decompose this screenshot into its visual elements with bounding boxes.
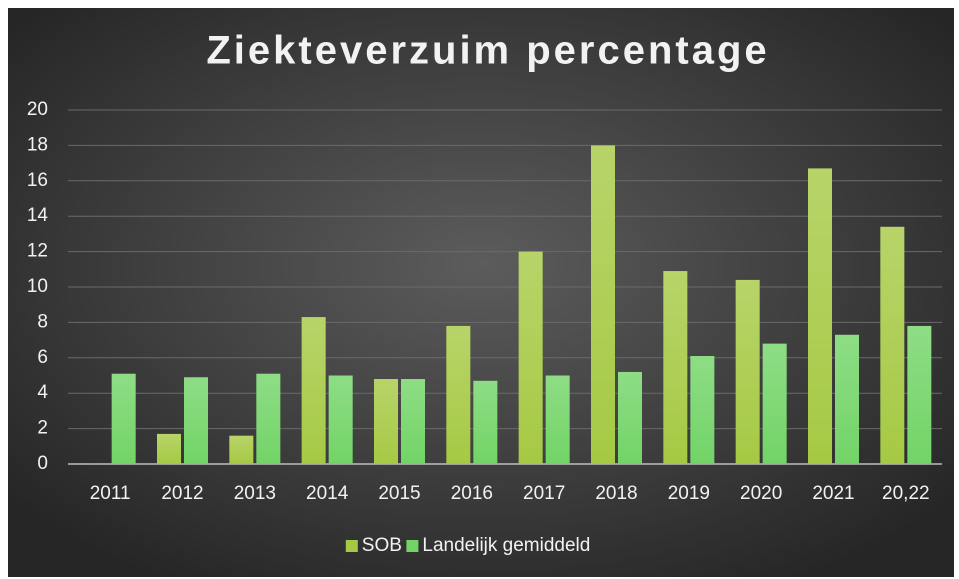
- bar-shine: [591, 145, 615, 464]
- bar-shine: [618, 371, 642, 464]
- chart-background: [8, 8, 954, 577]
- bar-shine: [401, 379, 425, 464]
- bar-shine: [545, 375, 570, 464]
- bar-shine: [328, 375, 353, 464]
- bar-shine: [184, 377, 208, 464]
- x-tick-label: 2019: [668, 483, 710, 504]
- bar-shine: [735, 279, 760, 464]
- chart-title: Ziekteverzuim percentage: [206, 29, 769, 73]
- bar-shine: [663, 271, 688, 464]
- legend-label: Landelijk gemiddeld: [422, 535, 590, 556]
- bar-shine: [762, 343, 787, 464]
- y-tick-label: 6: [37, 347, 48, 368]
- bar-shine: [256, 373, 281, 464]
- bar-shine: [374, 379, 398, 464]
- legend-label: SOB: [362, 535, 402, 556]
- bar-shine: [690, 356, 715, 464]
- bar-shine: [446, 325, 471, 464]
- x-tick-label: 2012: [161, 483, 203, 504]
- y-tick-label: 18: [27, 134, 48, 155]
- y-tick-label: 14: [27, 205, 49, 226]
- bar-shine: [157, 433, 181, 464]
- y-tick-label: 10: [27, 276, 48, 297]
- y-tick-label: 20: [27, 99, 48, 120]
- bar-shine: [301, 317, 326, 464]
- x-tick-label: 2014: [306, 483, 349, 504]
- bar-shine: [473, 380, 498, 464]
- x-tick-label: 2017: [523, 483, 565, 504]
- x-tick-label: 2016: [451, 483, 493, 504]
- legend-swatch: [406, 540, 419, 552]
- x-tick-label: 2011: [90, 483, 131, 504]
- bar-shine: [835, 334, 859, 464]
- bar-shine: [229, 435, 254, 464]
- bar-shine: [518, 251, 543, 464]
- x-tick-label: 20,22: [882, 483, 930, 504]
- y-tick-label: 2: [37, 418, 48, 439]
- x-tick-label: 2013: [234, 483, 276, 504]
- x-tick-label: 2018: [595, 483, 637, 504]
- legend-swatch: [345, 540, 358, 552]
- bar-shine: [880, 226, 905, 464]
- bar-shine: [111, 373, 136, 464]
- bar-shine: [907, 325, 932, 464]
- y-tick-label: 0: [37, 453, 48, 474]
- y-tick-label: 16: [27, 170, 48, 191]
- bar-shine: [808, 168, 832, 464]
- y-tick-label: 8: [37, 311, 48, 332]
- y-tick-label: 12: [27, 241, 48, 262]
- x-tick-label: 2021: [812, 483, 854, 504]
- x-tick-label: 2020: [740, 483, 782, 504]
- x-tick-label: 2015: [378, 483, 420, 504]
- y-tick-label: 4: [37, 382, 48, 403]
